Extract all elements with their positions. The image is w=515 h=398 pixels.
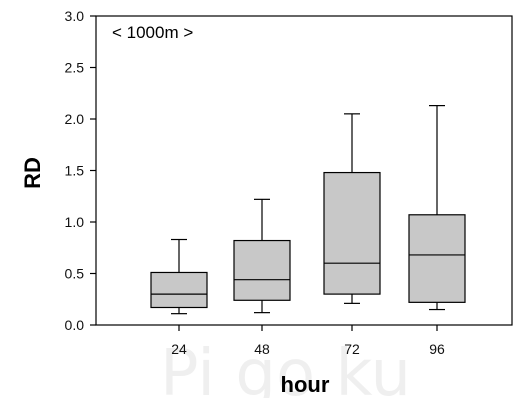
iqr-box (408, 214, 466, 303)
y-tick-label: 2.0 (65, 111, 85, 127)
axes: 0.0 0.5 1.0 1.5 2.0 2.5 3.0 24 48 72 96 (65, 8, 513, 357)
y-tick-label: 3.0 (65, 8, 85, 24)
iqr-box (150, 271, 208, 309)
y-tick-label: 0.0 (65, 317, 85, 333)
x-tick-label: 24 (171, 341, 187, 357)
iqr-box (323, 171, 381, 295)
y-axis-title: RD (20, 157, 45, 189)
iqr-box (233, 239, 291, 301)
y-tick-label: 1.5 (65, 163, 85, 179)
x-axis-title: hour (281, 372, 330, 397)
y-tick-label: 1.0 (65, 214, 85, 230)
box-48 (233, 198, 291, 314)
x-tick-label: 72 (344, 341, 360, 357)
y-tick-label: 0.5 (65, 266, 85, 282)
box-96 (408, 105, 466, 311)
x-tick-label: 48 (254, 341, 270, 357)
watermark: Pi go ku (160, 337, 411, 398)
y-tick-label: 2.5 (65, 60, 85, 76)
chart-annotation: < 1000m > (112, 23, 193, 42)
boxes-layer (150, 105, 466, 315)
box-72 (323, 113, 381, 304)
box-24 (150, 238, 208, 315)
x-tick-label: 96 (429, 341, 445, 357)
